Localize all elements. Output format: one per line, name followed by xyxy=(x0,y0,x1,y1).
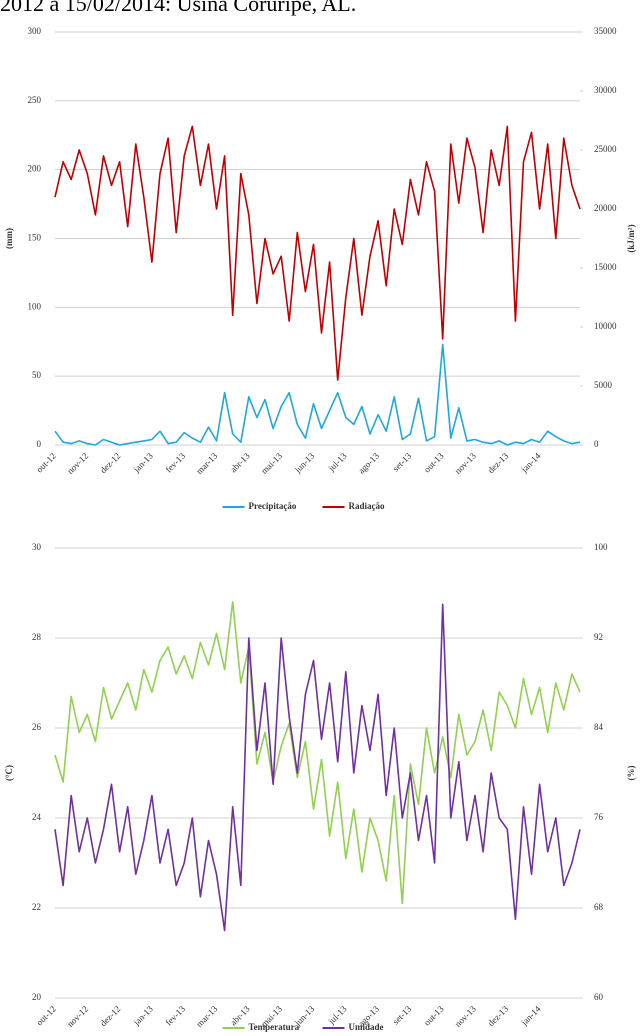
x-tick-label: nov-12 xyxy=(65,1004,90,1029)
y-axis-label: (mm) xyxy=(4,228,14,249)
series-line xyxy=(54,343,581,446)
x-tick-label: out-12 xyxy=(34,1004,58,1028)
y-tick-label: 50 xyxy=(32,370,42,380)
x-tick-label: set-13 xyxy=(391,1003,414,1026)
x-tick-label: jan-13 xyxy=(131,450,155,474)
x-tick-label: out-13 xyxy=(422,450,446,474)
x-tick-label: ago-13 xyxy=(356,450,381,475)
x-tick-label: abr-13 xyxy=(228,450,252,474)
y-axis-label: (°C) xyxy=(4,765,14,781)
y-tick-label: 300 xyxy=(28,26,42,36)
y2-tick-label: 20000 xyxy=(594,203,617,213)
y2-tick-label: 35000 xyxy=(594,26,617,36)
y-tick-label: 20 xyxy=(32,992,42,1002)
x-tick-label: out-12 xyxy=(34,451,58,475)
x-tick-label: dez-12 xyxy=(98,451,122,475)
y2-tick-label: 68 xyxy=(594,902,604,912)
y2-tick-label: 92 xyxy=(594,632,603,642)
x-tick-label: nov-13 xyxy=(453,1003,478,1028)
x-tick-label: mar-13 xyxy=(194,1003,220,1029)
x-tick-label: jul-13 xyxy=(326,450,349,473)
y-tick-label: 100 xyxy=(28,301,42,311)
legend-label: Temperatura xyxy=(249,1022,300,1032)
series-line xyxy=(54,125,581,381)
y-tick-label: 150 xyxy=(28,233,42,243)
caption: 2012 a 15/02/2014: Usina Coruripe, AL. xyxy=(0,0,356,16)
y2-axis-label: (%) xyxy=(626,766,636,781)
series-line xyxy=(54,601,581,905)
legend-label: Umidade xyxy=(349,1022,384,1032)
x-tick-label: dez-13 xyxy=(486,450,511,475)
y-tick-label: 26 xyxy=(32,722,42,732)
x-tick-label: out-13 xyxy=(422,1003,446,1027)
y2-tick-label: 30000 xyxy=(594,85,617,95)
x-tick-label: set-13 xyxy=(391,450,414,473)
y2-tick-label: 25000 xyxy=(594,144,617,154)
y-tick-label: 250 xyxy=(28,95,42,105)
x-tick-label: jan-14 xyxy=(518,1003,542,1027)
y2-tick-label: 84 xyxy=(594,722,604,732)
y2-axis-label: (kJ/m²) xyxy=(626,224,636,252)
x-tick-label: jul-13 xyxy=(326,1003,349,1026)
y-tick-label: 28 xyxy=(32,632,42,642)
series-line xyxy=(54,603,581,932)
y2-tick-label: 60 xyxy=(594,992,604,1002)
x-tick-label: fev-13 xyxy=(163,450,187,474)
y-tick-label: 200 xyxy=(28,164,42,174)
x-tick-label: dez-13 xyxy=(486,1003,511,1028)
y2-tick-label: 10000 xyxy=(594,321,617,331)
y-tick-label: 0 xyxy=(37,439,42,449)
y-tick-label: 24 xyxy=(32,812,42,822)
legend-label: Radiação xyxy=(349,501,386,511)
x-tick-label: nov-12 xyxy=(65,451,90,476)
x-tick-label: dez-12 xyxy=(98,1004,122,1028)
x-tick-label: mar-13 xyxy=(194,450,220,476)
y2-tick-label: 0 xyxy=(594,439,599,449)
x-tick-label: jan-13 xyxy=(131,1003,155,1027)
x-tick-label: nov-13 xyxy=(453,450,478,475)
y2-tick-label: 76 xyxy=(594,812,604,822)
x-tick-label: jan-14 xyxy=(518,450,542,474)
x-tick-label: mai-13 xyxy=(259,450,284,475)
y-tick-label: 30 xyxy=(32,542,42,552)
x-tick-label: fev-13 xyxy=(163,1003,187,1027)
y2-tick-label: 5000 xyxy=(594,380,613,390)
legend-label: Precipitação xyxy=(249,501,297,511)
y2-tick-label: 15000 xyxy=(594,262,617,272)
x-tick-label: jun-13 xyxy=(292,450,317,475)
y2-tick-label: 100 xyxy=(594,542,608,552)
y-tick-label: 22 xyxy=(32,902,41,912)
